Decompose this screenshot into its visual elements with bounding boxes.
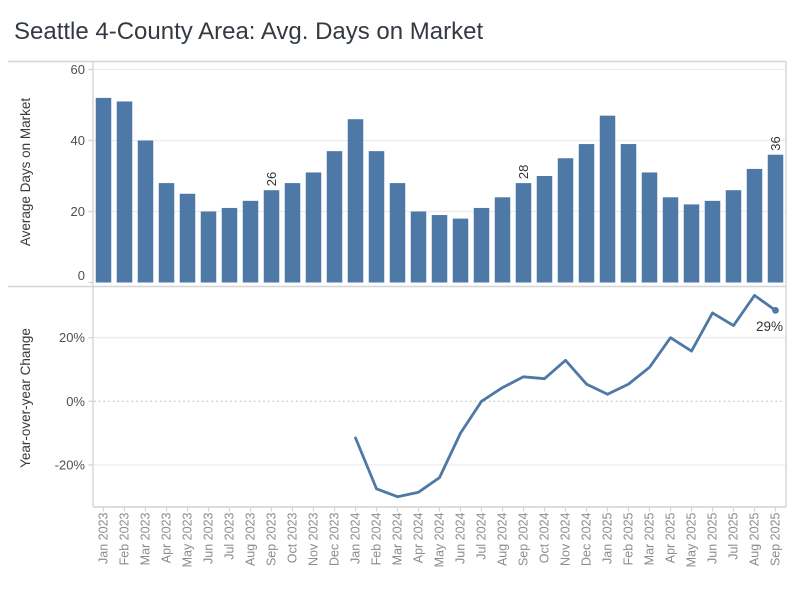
yoy-line[interactable] — [354, 293, 777, 499]
bar-label-Sep 2023: 26 — [264, 172, 279, 186]
x-tick-label-5: Jun 2023 — [202, 512, 216, 563]
bar-Jul 2023[interactable] — [221, 207, 238, 283]
x-tick-label-10: Nov 2023 — [307, 512, 321, 566]
x-tick-label-9: Oct 2023 — [286, 512, 300, 563]
bar-Nov 2023[interactable] — [305, 172, 322, 283]
bar-Mar 2023[interactable] — [137, 140, 154, 283]
bar-Aug 2023[interactable] — [242, 200, 259, 283]
x-tick-label-19: Aug 2024 — [496, 512, 510, 566]
x-tick-label-12: Jan 2024 — [349, 512, 363, 563]
y-tick-label-days-40: 40 — [71, 133, 85, 148]
x-tick-label-23: Dec 2024 — [580, 512, 594, 566]
bar-Apr 2025[interactable] — [662, 197, 679, 283]
bar-Jun 2024[interactable] — [452, 218, 469, 283]
x-tick-label-29: Jun 2025 — [706, 512, 720, 563]
bar-Aug 2024[interactable] — [494, 197, 511, 283]
x-tick-label-8: Sep 2023 — [265, 512, 279, 566]
x-tick-label-7: Aug 2023 — [244, 512, 258, 566]
x-tick-label-28: May 2025 — [685, 512, 699, 567]
x-tick-label-21: Oct 2024 — [538, 512, 552, 563]
x-tick-label-1: Feb 2023 — [118, 512, 132, 565]
bar-Oct 2024[interactable] — [536, 176, 553, 283]
x-tick-label-13: Feb 2024 — [370, 512, 384, 565]
y-axis-title-yoy: Year-over-year Change — [18, 328, 33, 468]
bar-Jan 2025[interactable] — [599, 115, 616, 283]
y-tick-label-days-20: 20 — [71, 204, 85, 219]
x-tick-label-15: Apr 2024 — [412, 512, 426, 563]
bar-Feb 2024[interactable] — [368, 151, 385, 283]
bar-Nov 2024[interactable] — [557, 158, 574, 283]
x-tick-label-22: Nov 2024 — [559, 512, 573, 566]
bar-May 2024[interactable] — [431, 215, 448, 283]
bar-label-Sep 2025: 36 — [768, 136, 783, 150]
bar-Aug 2025[interactable] — [746, 168, 763, 283]
bar-Apr 2023[interactable] — [158, 183, 175, 283]
bar-Oct 2023[interactable] — [284, 183, 301, 283]
y-tick-label-yoy--20: -20% — [55, 457, 86, 472]
y-axis-title-days: Average Days on Market — [18, 98, 33, 247]
bar-Feb 2023[interactable] — [116, 101, 133, 283]
bar-Sep 2024[interactable] — [515, 183, 532, 283]
y-tick-label-yoy-0: 0% — [66, 394, 85, 409]
x-tick-label-20: Sep 2024 — [517, 512, 531, 566]
bar-May 2025[interactable] — [683, 204, 700, 283]
x-tick-label-0: Jan 2023 — [97, 512, 111, 563]
x-tick-label-18: Jul 2024 — [475, 512, 489, 559]
x-tick-label-31: Aug 2025 — [748, 512, 762, 566]
bar-Sep 2023[interactable] — [263, 190, 280, 283]
bar-Jan 2024[interactable] — [347, 119, 364, 283]
bar-Jun 2025[interactable] — [704, 200, 721, 283]
bar-Feb 2025[interactable] — [620, 144, 637, 283]
x-tick-label-6: Jul 2023 — [223, 512, 237, 559]
bar-May 2023[interactable] — [179, 193, 196, 283]
x-tick-label-17: Jun 2024 — [454, 512, 468, 563]
y-tick-label-days-60: 60 — [71, 62, 85, 77]
bar-Dec 2024[interactable] — [578, 144, 595, 283]
bar-Jun 2023[interactable] — [200, 211, 217, 283]
bar-Mar 2024[interactable] — [389, 183, 406, 283]
bar-Mar 2025[interactable] — [641, 172, 658, 283]
x-tick-label-32: Sep 2025 — [769, 512, 783, 566]
bar-Sep 2025[interactable] — [767, 154, 784, 283]
y-tick-label-days-0: 0 — [78, 268, 85, 283]
bar-label-Sep 2024: 28 — [516, 165, 531, 179]
yoy-end-label: 29% — [756, 319, 783, 334]
x-tick-label-25: Feb 2025 — [622, 512, 636, 565]
x-tick-label-2: Mar 2023 — [139, 512, 153, 565]
bar-Dec 2023[interactable] — [326, 151, 343, 283]
x-tick-label-26: Mar 2025 — [643, 512, 657, 565]
page-title: Seattle 4-County Area: Avg. Days on Mark… — [14, 18, 484, 45]
x-tick-label-27: Apr 2025 — [664, 512, 678, 563]
bar-Jan 2023[interactable] — [95, 97, 112, 283]
x-tick-label-24: Jan 2025 — [601, 512, 615, 563]
x-tick-label-30: Jul 2025 — [727, 512, 741, 559]
yoy-endpoint-dot — [772, 306, 779, 314]
x-tick-label-3: Apr 2023 — [160, 512, 174, 563]
x-tick-label-14: Mar 2024 — [391, 512, 405, 565]
bar-Jul 2025[interactable] — [725, 190, 742, 283]
bar-Jul 2024[interactable] — [473, 207, 490, 283]
x-tick-label-4: May 2023 — [181, 512, 195, 567]
y-tick-label-yoy-20: 20% — [59, 330, 85, 345]
x-tick-label-16: May 2024 — [433, 512, 447, 567]
x-tick-label-11: Dec 2023 — [328, 512, 342, 566]
bar-Apr 2024[interactable] — [410, 211, 427, 283]
